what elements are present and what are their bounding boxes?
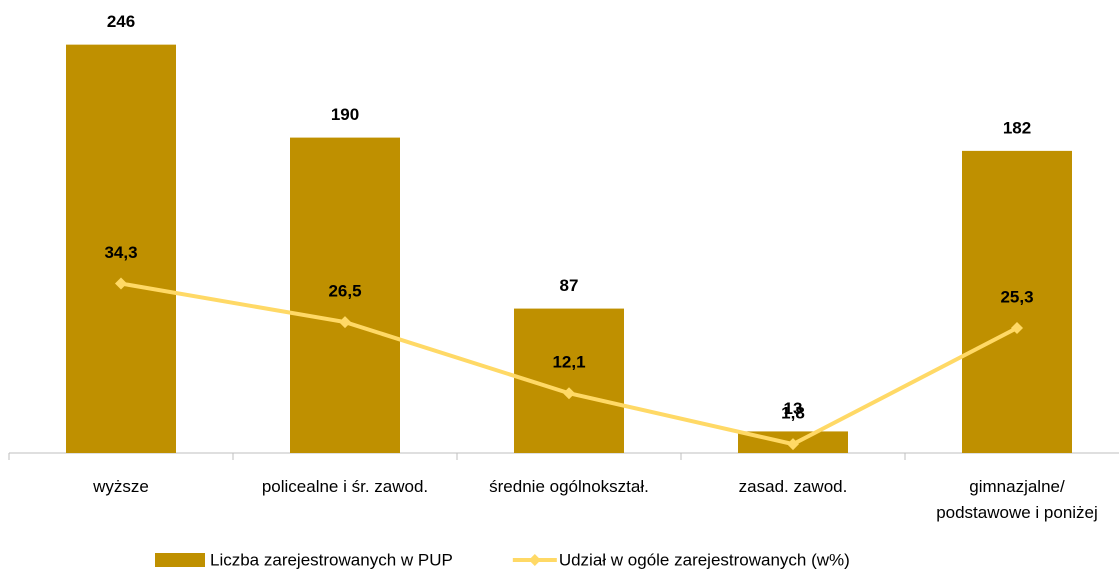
x-tick-label: wyższe <box>93 477 149 496</box>
bar <box>290 137 400 453</box>
x-tick-label: zasad. zawod. <box>738 477 848 496</box>
point <box>115 277 127 290</box>
point <box>787 438 799 451</box>
bar <box>66 44 176 453</box>
bar-label: 182 <box>1003 118 1031 137</box>
bar-label: 13 <box>784 399 803 418</box>
line-label: 1,8 <box>781 404 805 423</box>
legend-marker <box>528 554 541 566</box>
line-label: 26,5 <box>328 282 361 301</box>
bar <box>962 150 1072 453</box>
bar-label: 246 <box>107 12 135 31</box>
legend-swatch <box>155 553 205 567</box>
line-label: 34,3 <box>104 243 137 262</box>
x-tick-label: średnie ogólnokształ. <box>489 477 649 496</box>
bar-label: 190 <box>331 105 359 124</box>
bar-label: 87 <box>560 276 579 295</box>
legend-label: Liczba zarejestrowanych w PUP <box>210 550 453 569</box>
legend-label: Udział w ogóle zarejestrowanych (w%) <box>559 550 850 569</box>
line-label: 25,3 <box>1000 287 1033 306</box>
line-label: 12,1 <box>552 353 585 372</box>
point <box>1011 322 1023 335</box>
point <box>339 316 351 329</box>
point <box>563 387 575 400</box>
x-tick-label: policealne i śr. zawod. <box>261 477 429 496</box>
x-tick-label: gimnazjalne/ podstawowe i poniżej <box>936 477 1098 522</box>
